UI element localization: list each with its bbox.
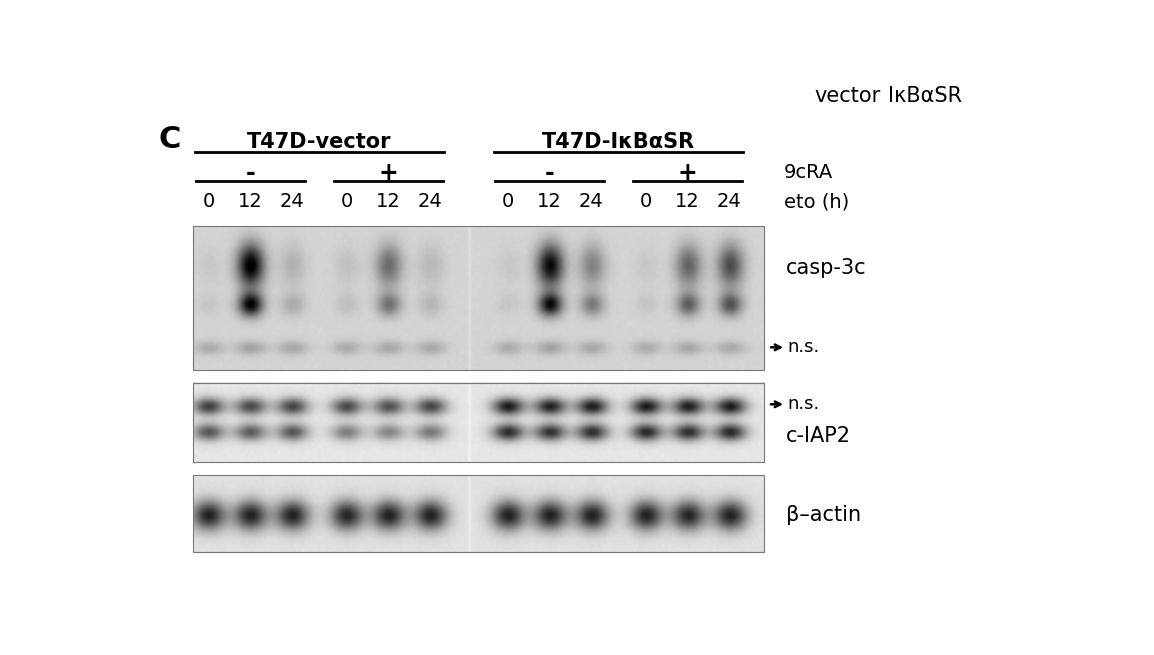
Text: casp-3c: casp-3c xyxy=(786,259,867,278)
Text: 12: 12 xyxy=(675,193,699,212)
Text: +: + xyxy=(677,160,697,185)
Text: 0: 0 xyxy=(639,193,652,212)
Text: -: - xyxy=(545,160,554,185)
Text: +: + xyxy=(379,160,398,185)
Text: 24: 24 xyxy=(579,193,604,212)
Text: 0: 0 xyxy=(340,193,353,212)
Text: 0: 0 xyxy=(202,193,215,212)
Text: T47D-IκBαSR: T47D-IκBαSR xyxy=(542,132,695,152)
Text: 24: 24 xyxy=(717,193,742,212)
Text: 24: 24 xyxy=(280,193,305,212)
Text: 0: 0 xyxy=(502,193,514,212)
Text: β–actin: β–actin xyxy=(786,505,861,525)
Text: n.s.: n.s. xyxy=(787,339,819,356)
Text: n.s.: n.s. xyxy=(787,396,819,413)
Bar xyxy=(193,475,764,552)
Text: 24: 24 xyxy=(418,193,443,212)
Text: c-IAP2: c-IAP2 xyxy=(786,426,850,446)
Text: T47D-vector: T47D-vector xyxy=(247,132,391,152)
Text: 9cRA: 9cRA xyxy=(784,163,833,182)
Text: IκBαSR: IκBαSR xyxy=(889,86,962,105)
Text: 12: 12 xyxy=(538,193,562,212)
Text: C: C xyxy=(158,125,180,154)
Text: eto (h): eto (h) xyxy=(784,193,849,212)
Text: -: - xyxy=(246,160,255,185)
Text: vector: vector xyxy=(815,86,881,105)
Text: 12: 12 xyxy=(376,193,400,212)
Bar xyxy=(193,227,764,369)
Text: 12: 12 xyxy=(238,193,263,212)
Bar xyxy=(193,383,764,462)
